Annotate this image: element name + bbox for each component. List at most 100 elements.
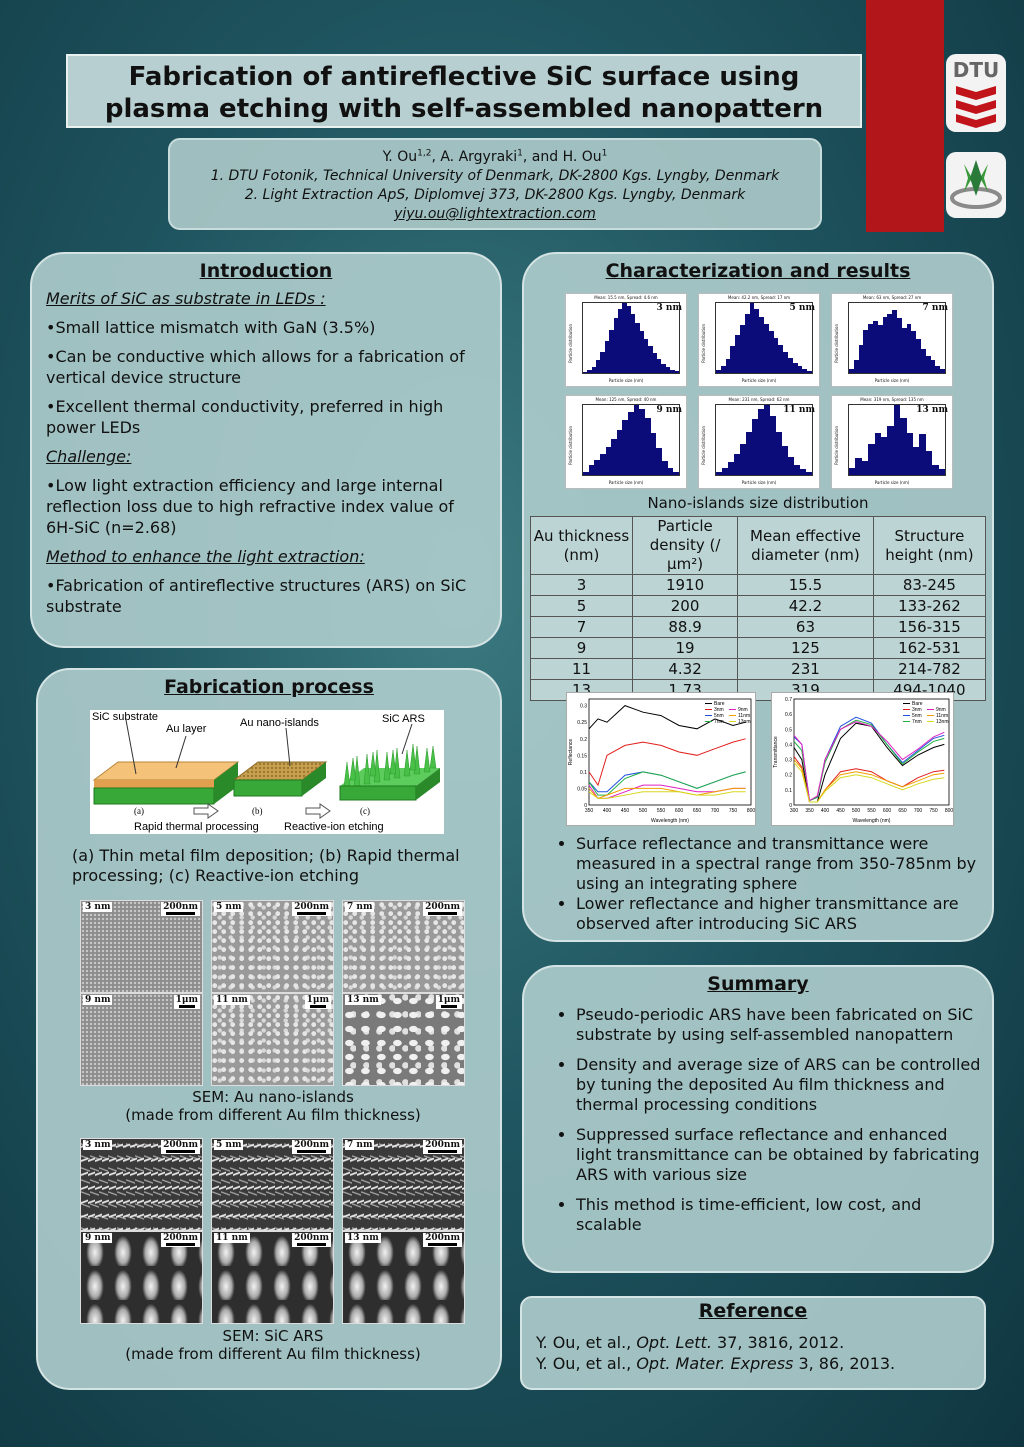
histogram-bar (599, 454, 606, 475)
sem-thickness-label: 13 nm (345, 995, 381, 1005)
histogram-bar (583, 471, 589, 475)
histogram-bar (652, 353, 658, 373)
x-tick-label: 750 (729, 808, 738, 814)
sem-image: 5 nm 200nm (211, 900, 334, 993)
x-tick-label: 800 (747, 808, 755, 814)
histogram-bar (735, 334, 740, 373)
histogram-bar (932, 464, 939, 475)
size-histogram: Mean: 42.2 nm, Spread: 17 nm 5 nm Particle… (698, 293, 820, 387)
sem-scale-bar: 200nm (292, 1140, 331, 1154)
y-axis-label: Transmittance (773, 736, 779, 768)
sem-thickness-label: 5 nm (214, 902, 244, 912)
histogram-bar (730, 346, 736, 373)
histogram-bar (739, 325, 745, 373)
merit-2: •Can be conductive which allows for a fa… (46, 347, 465, 387)
series-line (588, 787, 746, 799)
table-cell: 9 (530, 637, 633, 659)
histogram-x-label: Particle size (nm) (608, 378, 644, 383)
histogram-plot-area (848, 302, 946, 374)
sem1-caption-1: SEM: Au nano-islands (192, 1088, 354, 1106)
histogram-bar (938, 469, 946, 475)
histogram-bar (734, 454, 740, 475)
series-line (588, 771, 746, 793)
histogram-bar (622, 303, 627, 373)
author-email[interactable]: yiyu.ou@lightextraction.com (394, 206, 596, 222)
histogram-stats: Mean: 15.5 nm, Spread: 4.6 nm (594, 295, 658, 300)
x-tick-label: 500 (639, 808, 648, 814)
legend-label: 3nm (714, 707, 724, 713)
table-row: 3 1910 15.5 83-245 (530, 574, 987, 596)
histogram-thickness-label: 7 nm (922, 303, 948, 313)
label-au-layer: Au layer (166, 723, 207, 735)
diagram-caption: (a) Thin metal film deposition; (b) Rapi… (72, 846, 460, 885)
legend-label: 11nm (936, 713, 948, 719)
histogram-plot-area (582, 404, 680, 476)
summary-item: Suppressed surface reflectance and enhan… (576, 1125, 982, 1185)
histogram-bar (776, 431, 782, 475)
label-rie: Reactive-ion etching (284, 821, 384, 833)
sem-scale-bar: 200nm (423, 1140, 462, 1154)
table-cell: 63 (737, 616, 874, 638)
fabrication-diagram: SiC substrate Au layer Au nano-islands S… (90, 710, 444, 834)
histogram-x-label: Particle size (nm) (874, 480, 910, 485)
histogram-y-label: Particle distribution (568, 426, 573, 465)
sem-image: 13 nm 1μm (342, 993, 465, 1086)
dtu-logo: DTU (946, 54, 1006, 132)
histogram-bar (628, 412, 634, 475)
poster-title-line2: plasma etching with self-assembled nanop… (104, 94, 824, 124)
histogram-x-label: Particle size (nm) (741, 480, 777, 485)
label-sic-substrate: SiC substrate (92, 711, 158, 723)
histogram-bar (853, 360, 859, 373)
histogram-bar (673, 471, 679, 475)
histogram-bar (594, 459, 600, 475)
series-line (793, 721, 945, 802)
sem-scale-bar: 1μm (435, 995, 462, 1009)
reflectance-chart-svg: 350 400 450 500 550 600 650 700 750 800 0 0.05 0.1 0.… (568, 698, 755, 824)
histogram-y-label: Particle distribution (568, 324, 573, 363)
sem-thickness-label: 7 nm (345, 1140, 375, 1150)
y-tick-label: 0.4 (785, 742, 792, 748)
legend-label: 5nm (714, 713, 724, 719)
histogram-stats: Mean: 125 nm, Spread: 40 nm (595, 397, 657, 402)
histogram-bar (644, 339, 649, 373)
histogram-stats: Mean: 319 nm, Spread: 135 nm (860, 397, 924, 402)
histogram-bar (896, 318, 902, 373)
table-cell: 125 (737, 637, 874, 659)
table-row: 5 200 42.2 133-262 (530, 595, 987, 617)
sem-image: 9 nm 200nm (80, 1231, 203, 1324)
table-cell: 133-262 (872, 595, 987, 617)
table-header-cell: Mean effective diameter (nm) (737, 516, 874, 575)
legend-label: 9nm (936, 707, 946, 713)
histogram-thickness-label: 13 nm (916, 405, 948, 415)
reflectance-chart: 350 400 450 500 550 600 650 700 750 800 0 0.05 0.1 0.… (566, 692, 756, 826)
merit-3: •Excellent thermal conductivity, preferr… (46, 397, 444, 437)
table-row: 11 4.32 231 214-782 (530, 658, 987, 680)
sem-thickness-label: 11 nm (214, 1233, 250, 1243)
x-tick-label: 300 (790, 808, 799, 814)
legend-label: Bare (714, 701, 725, 707)
histogram-bar (892, 310, 897, 373)
table-cell: 19 (631, 637, 739, 659)
histogram-bar (591, 366, 597, 373)
histogram-plot-area (715, 302, 813, 374)
x-tick-label: 650 (898, 808, 907, 814)
histogram-bar (849, 468, 856, 475)
series-line (793, 762, 945, 803)
histogram-bar (800, 469, 806, 475)
histogram-bar (887, 313, 893, 373)
histogram-bar (758, 408, 764, 475)
series-line (793, 722, 945, 803)
x-tick-label: 750 (929, 808, 938, 814)
size-histogram: Mean: 125 nm, Spread: 40 nm 9 nm Particle … (565, 395, 687, 489)
y-tick-label: 0.3 (580, 704, 587, 710)
table-cell: 4.32 (631, 658, 739, 680)
histogram-bar (849, 368, 854, 373)
histogram-bar (744, 313, 750, 373)
table-cell: 11 (530, 658, 633, 680)
fotonik-emblem-icon (950, 160, 1002, 209)
histogram-bar (650, 433, 657, 475)
merit-1: •Small lattice mismatch with GaN (3.5%) (46, 318, 376, 337)
sem-image: 13 nm 200nm (342, 1231, 465, 1324)
histogram-bar (770, 415, 776, 475)
sem-image: 7 nm 200nm (342, 1138, 465, 1231)
